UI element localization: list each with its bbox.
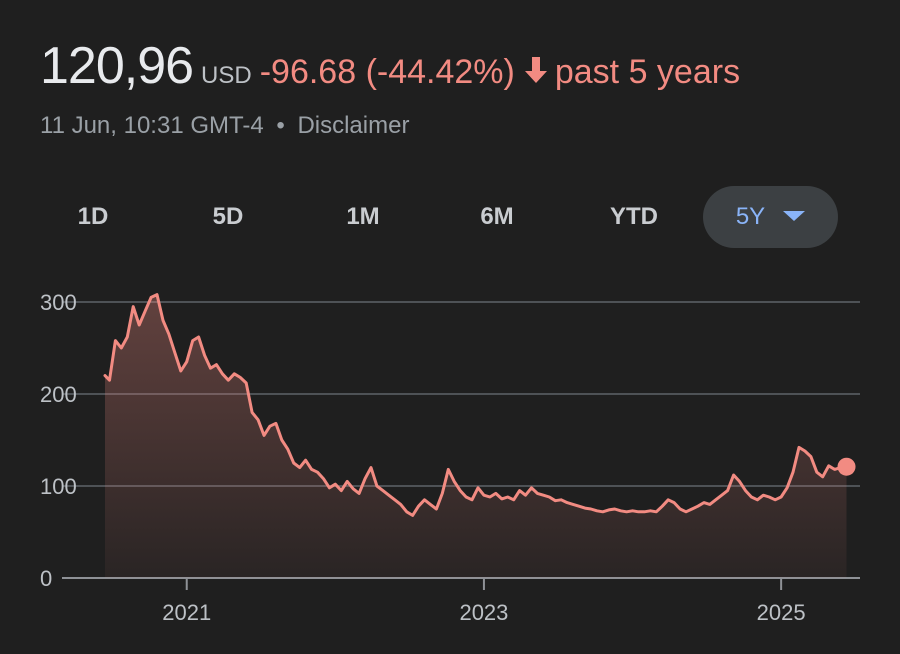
y-axis-labels: 0 100 200 300: [40, 290, 77, 591]
tab-1d[interactable]: 1D: [50, 186, 136, 248]
y-tick-label: 200: [40, 382, 77, 407]
tab-1m[interactable]: 1M: [320, 186, 406, 248]
tab-5d-label: 5D: [212, 203, 244, 230]
y-tick-label: 100: [40, 474, 77, 499]
time-range-tabs: 1D 5D 1M 6M YTD 5Y: [40, 186, 840, 248]
tab-5d[interactable]: 5D: [185, 186, 271, 248]
tab-5y[interactable]: 5Y: [703, 186, 838, 248]
quote-subline: 11 Jun, 10:31 GMT-4 • Disclaimer: [40, 112, 409, 140]
tab-1d-label: 1D: [77, 203, 109, 230]
tab-ytd-label: YTD: [610, 203, 658, 230]
tab-6m[interactable]: 6M: [454, 186, 540, 248]
currency-label: USD: [201, 62, 252, 89]
tab-1m-label: 1M: [346, 203, 380, 230]
tab-6m-label: 6M: [480, 203, 514, 230]
x-tick-label: 2021: [162, 600, 211, 625]
price-change: -96.68 (-44.42%): [259, 53, 515, 91]
timestamp: 11 Jun, 10:31 GMT-4: [40, 112, 264, 139]
caret-down-icon[interactable]: [783, 211, 806, 221]
change-period: past 5 years: [554, 53, 741, 91]
x-tick-label: 2025: [757, 600, 806, 625]
y-tick-label: 300: [40, 290, 77, 315]
disclaimer-link[interactable]: Disclaimer: [297, 112, 410, 139]
separator-dot: •: [276, 112, 285, 139]
current-price: 120,96: [40, 37, 194, 95]
y-tick-label: 0: [40, 566, 52, 591]
price-chart[interactable]: 0 100 200 300 2021 2023 2025: [0, 270, 900, 654]
arrow-down-icon: [523, 55, 549, 90]
quote-header: 120,96 USD -96.68 (-44.42%) past 5 years: [40, 36, 740, 96]
price-area: [105, 294, 847, 578]
price-line: [103, 293, 848, 517]
tab-ytd[interactable]: YTD: [588, 186, 680, 248]
x-tick-label: 2023: [459, 600, 508, 625]
x-axis-ticks: 2021 2023 2025: [162, 578, 806, 625]
current-price-dot: [837, 457, 856, 476]
tab-5y-label: 5Y: [735, 203, 766, 230]
